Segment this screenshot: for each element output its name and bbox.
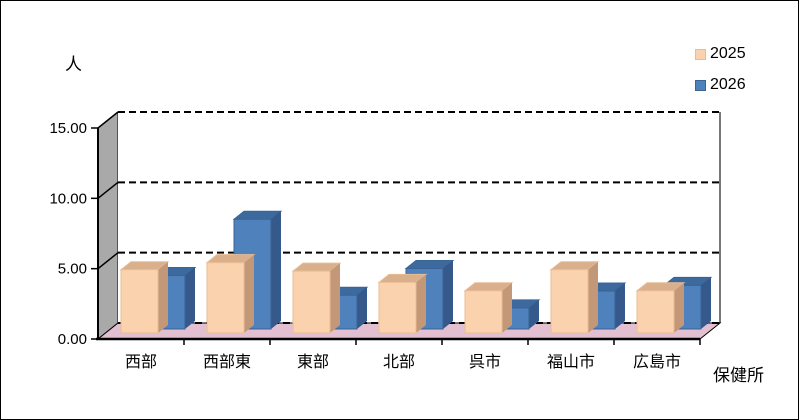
bar-2025-c3: [378, 281, 417, 334]
bar-side-2025-c2: [330, 263, 340, 333]
y-tick-label-5.00: 5.00: [58, 261, 87, 278]
bar-2025-c1: [206, 262, 245, 334]
x-axis-title: 保健所: [713, 366, 764, 385]
legend-item-2026: 2026: [695, 77, 746, 93]
legend-label-2025: 2025: [710, 45, 746, 62]
legend-item-2025: 2025: [695, 46, 746, 62]
bar-side-2025-c0: [158, 261, 168, 333]
bar-side-2026-c0: [185, 267, 195, 329]
category-label-c6: 広島市: [633, 353, 681, 371]
side-gridline-5.00: [97, 252, 119, 270]
bar-side-2026-c3: [443, 260, 453, 329]
bar-side-2026-c5: [615, 283, 625, 329]
bar-side-2026-c2: [357, 287, 367, 329]
category-label-c1: 西部東: [203, 353, 251, 371]
bar-2025-c2: [292, 270, 331, 334]
y-tick-label-15.00: 15.00: [49, 120, 87, 137]
bar-2025-c4: [464, 290, 503, 334]
side-gridline-10.00: [97, 181, 119, 199]
side-gridline-15.00: [97, 111, 119, 129]
bar-side-2025-c4: [502, 282, 512, 333]
category-label-c3: 北部: [383, 353, 415, 371]
bar-side-2026-c4: [529, 299, 539, 329]
bar-side-2026-c6: [701, 277, 711, 329]
bar-side-2025-c1: [244, 254, 254, 333]
side-wall: [97, 110, 119, 341]
bar-2025-c5: [550, 269, 589, 334]
category-label-c4: 呉市: [469, 353, 501, 371]
legend-label-2026: 2026: [710, 76, 746, 93]
y-tick-label-10.00: 10.00: [49, 190, 87, 207]
bar-2025-c0: [120, 269, 159, 334]
category-label-c0: 西部: [125, 353, 157, 371]
legend-swatch-2025: [695, 48, 706, 60]
legend-swatch-2026: [695, 79, 706, 91]
bar-2025-c6: [636, 290, 675, 334]
bar-side-2025-c3: [416, 274, 426, 333]
bar-side-2025-c5: [588, 261, 598, 333]
category-label-c5: 福山市: [547, 353, 595, 371]
category-label-c2: 東部: [297, 353, 329, 371]
bar-side-2026-c1: [271, 211, 281, 329]
bar-side-2025-c6: [674, 282, 684, 333]
y-axis-unit-label: 人: [65, 55, 82, 74]
y-tick-label-0.00: 0.00: [58, 331, 87, 348]
